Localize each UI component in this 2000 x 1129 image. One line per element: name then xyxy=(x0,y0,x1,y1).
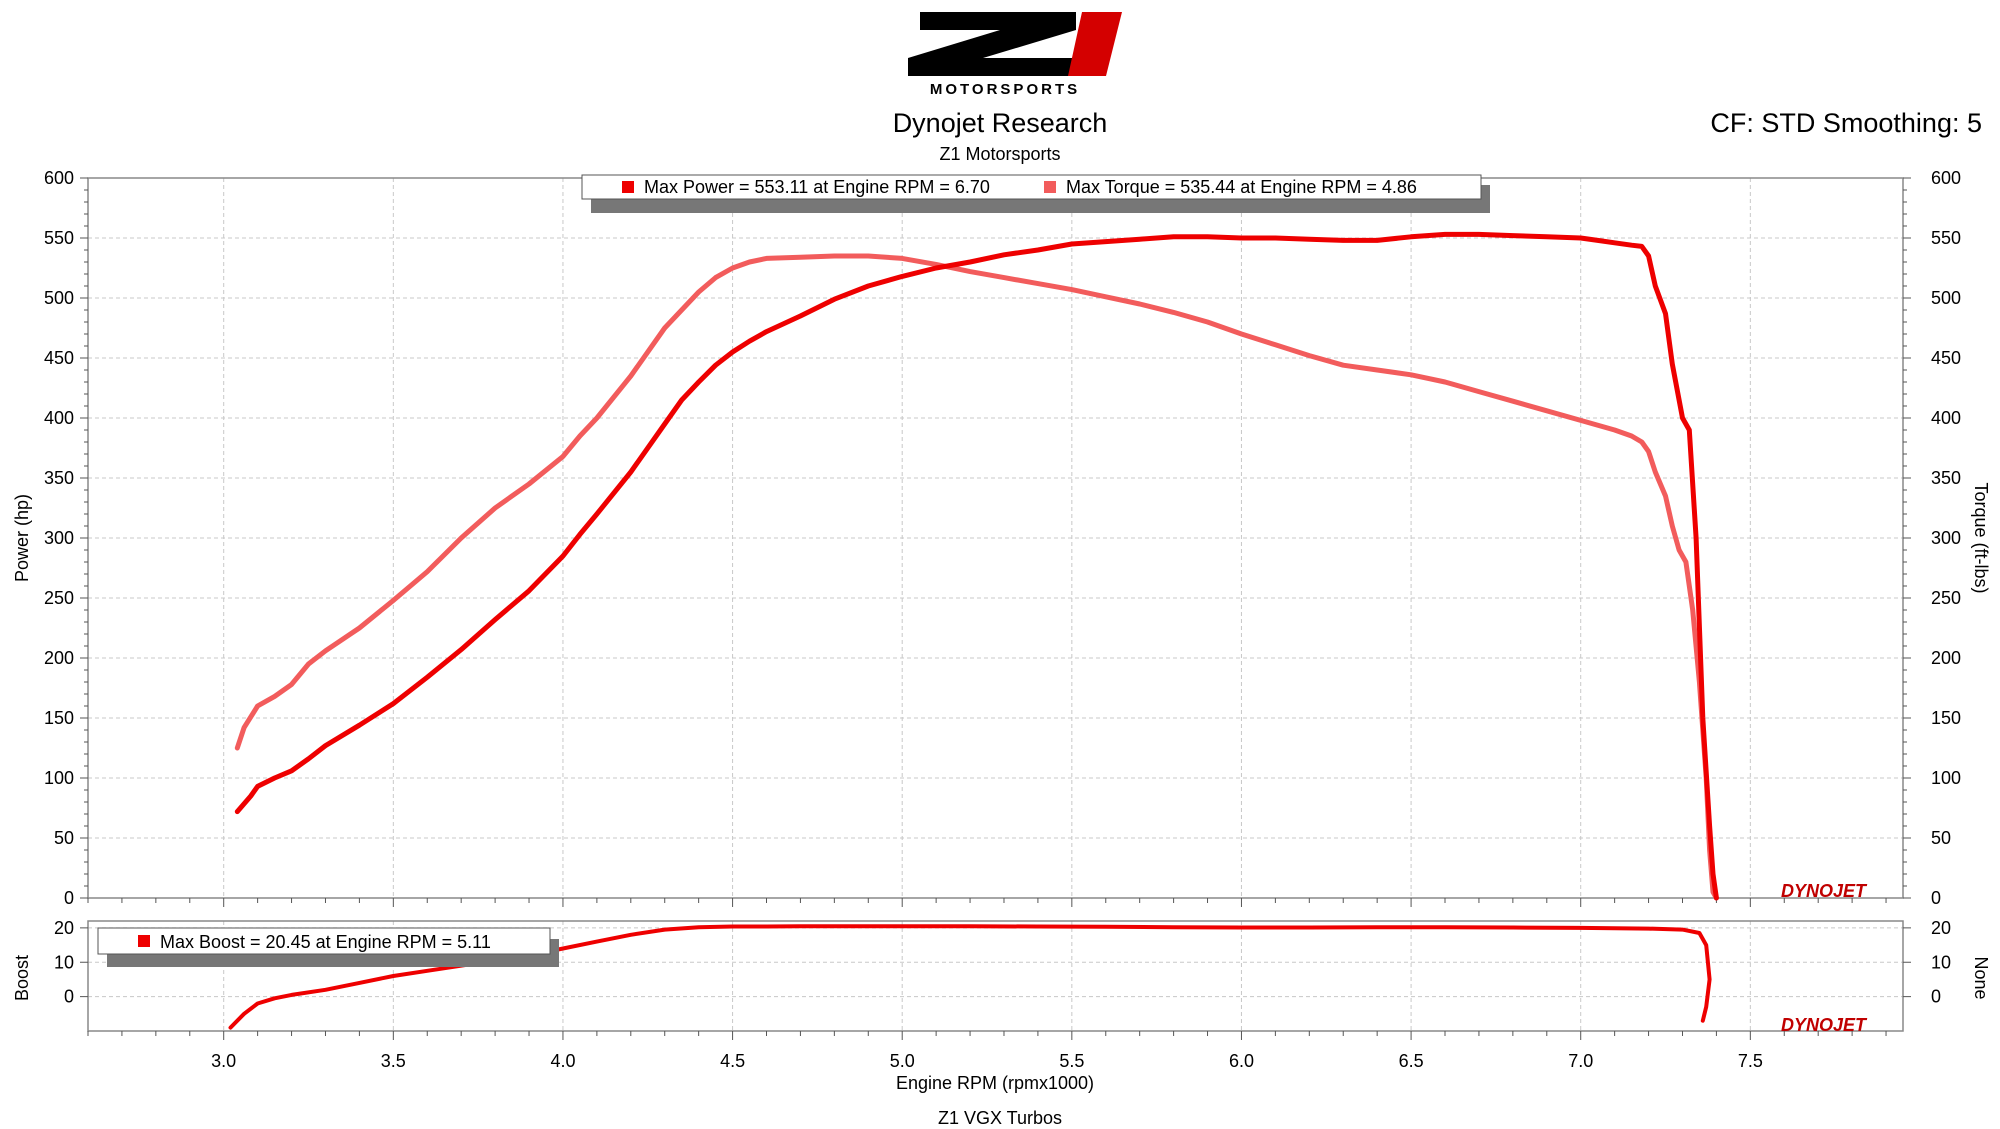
logo-text: MOTORSPORTS xyxy=(930,81,1080,98)
power-tick-label: 100 xyxy=(44,768,74,788)
boost-right-tick-label: 0 xyxy=(1931,987,1941,1007)
dynojet-watermark-main: DYNOJET xyxy=(1781,881,1868,901)
boost-tick-label: 20 xyxy=(54,918,74,938)
torque-tick-label: 0 xyxy=(1931,888,1941,908)
footer-caption: Z1 VGX Turbos xyxy=(937,1108,1063,1128)
torque-tick-label: 400 xyxy=(1931,408,1961,428)
torque-tick-label: 500 xyxy=(1931,288,1961,308)
power-tick-label: 350 xyxy=(44,468,74,488)
torque-tick-label: 300 xyxy=(1931,528,1961,548)
power-tick-label: 250 xyxy=(44,588,74,608)
x-axis-title: Engine RPM (rpmx1000) xyxy=(896,1073,1094,1093)
boost-series-line xyxy=(228,924,1712,1030)
torque-tick-label: 600 xyxy=(1931,168,1961,188)
torque-tick-label: 350 xyxy=(1931,468,1961,488)
torque-tick-label: 200 xyxy=(1931,648,1961,668)
boost-right-axis-title: None xyxy=(1971,956,1991,999)
x-tick-label: 5.0 xyxy=(890,1051,915,1071)
dynojet-watermark-boost: DYNOJET xyxy=(1781,1015,1868,1035)
boost-series xyxy=(228,924,1712,1030)
power-tick-label: 300 xyxy=(44,528,74,548)
torque-tick-label: 50 xyxy=(1931,828,1951,848)
x-tick-label: 7.5 xyxy=(1738,1051,1763,1071)
boost-axis-title: Boost xyxy=(12,955,32,1001)
boost-legend: Max Boost = 20.45 at Engine RPM = 5.11 xyxy=(97,927,559,967)
torque-legend-swatch xyxy=(1044,181,1056,193)
power-tick-label: 600 xyxy=(44,168,74,188)
x-tick-label: 6.5 xyxy=(1399,1051,1424,1071)
x-tick-label: 3.5 xyxy=(381,1051,406,1071)
boost-legend-swatch xyxy=(138,935,150,947)
power-tick-label: 150 xyxy=(44,708,74,728)
boost-plot-frame xyxy=(87,920,1904,1032)
power-tick-label: 400 xyxy=(44,408,74,428)
x-tick-label: 4.5 xyxy=(720,1051,745,1071)
boost-tick-label: 10 xyxy=(54,952,74,972)
logo-z-shape xyxy=(908,12,1076,76)
power-series-line xyxy=(234,231,1719,901)
torque-tick-label: 450 xyxy=(1931,348,1961,368)
power-tick-label: 50 xyxy=(54,828,74,848)
z1-logo: MOTORSPORTS xyxy=(908,12,1122,98)
logo-one-shape xyxy=(1068,12,1122,76)
power-tick-label: 0 xyxy=(64,888,74,908)
power-torque-series xyxy=(234,231,1719,901)
boost-tick-label: 0 xyxy=(64,987,74,1007)
power-tick-label: 550 xyxy=(44,228,74,248)
x-tick-label: 5.5 xyxy=(1059,1051,1084,1071)
x-tick-label: 3.0 xyxy=(211,1051,236,1071)
torque-tick-label: 100 xyxy=(1931,768,1961,788)
torque-tick-label: 250 xyxy=(1931,588,1961,608)
power-axis-title: Power (hp) xyxy=(12,494,32,582)
boost-legend-box xyxy=(97,927,551,955)
x-tick-label: 6.0 xyxy=(1229,1051,1254,1071)
torque-legend-label: Max Torque = 535.44 at Engine RPM = 4.86 xyxy=(1066,177,1417,197)
chart-subtitle: Z1 Motorsports xyxy=(939,144,1061,164)
torque-tick-label: 550 xyxy=(1931,228,1961,248)
chart-title: Dynojet Research xyxy=(892,108,1108,138)
correction-factor-label: CF: STD Smoothing: 5 xyxy=(1710,108,1982,138)
boost-right-tick-label: 10 xyxy=(1931,952,1951,972)
x-tick-label: 4.0 xyxy=(550,1051,575,1071)
torque-series-line xyxy=(234,253,1719,901)
boost-right-tick-label: 20 xyxy=(1931,918,1951,938)
torque-tick-label: 150 xyxy=(1931,708,1961,728)
power-torque-legend: Max Power = 553.11 at Engine RPM = 6.70 … xyxy=(581,174,1490,213)
power-tick-label: 500 xyxy=(44,288,74,308)
power-tick-label: 450 xyxy=(44,348,74,368)
power-tick-label: 200 xyxy=(44,648,74,668)
legend-box xyxy=(581,174,1482,200)
boost-legend-label: Max Boost = 20.45 at Engine RPM = 5.11 xyxy=(160,932,491,952)
power-legend-swatch xyxy=(622,181,634,193)
torque-axis-title: Torque (ft-lbs) xyxy=(1971,482,1991,593)
main-gridlines xyxy=(88,178,1903,898)
x-tick-label: 7.0 xyxy=(1568,1051,1593,1071)
power-legend-label: Max Power = 553.11 at Engine RPM = 6.70 xyxy=(644,177,990,197)
